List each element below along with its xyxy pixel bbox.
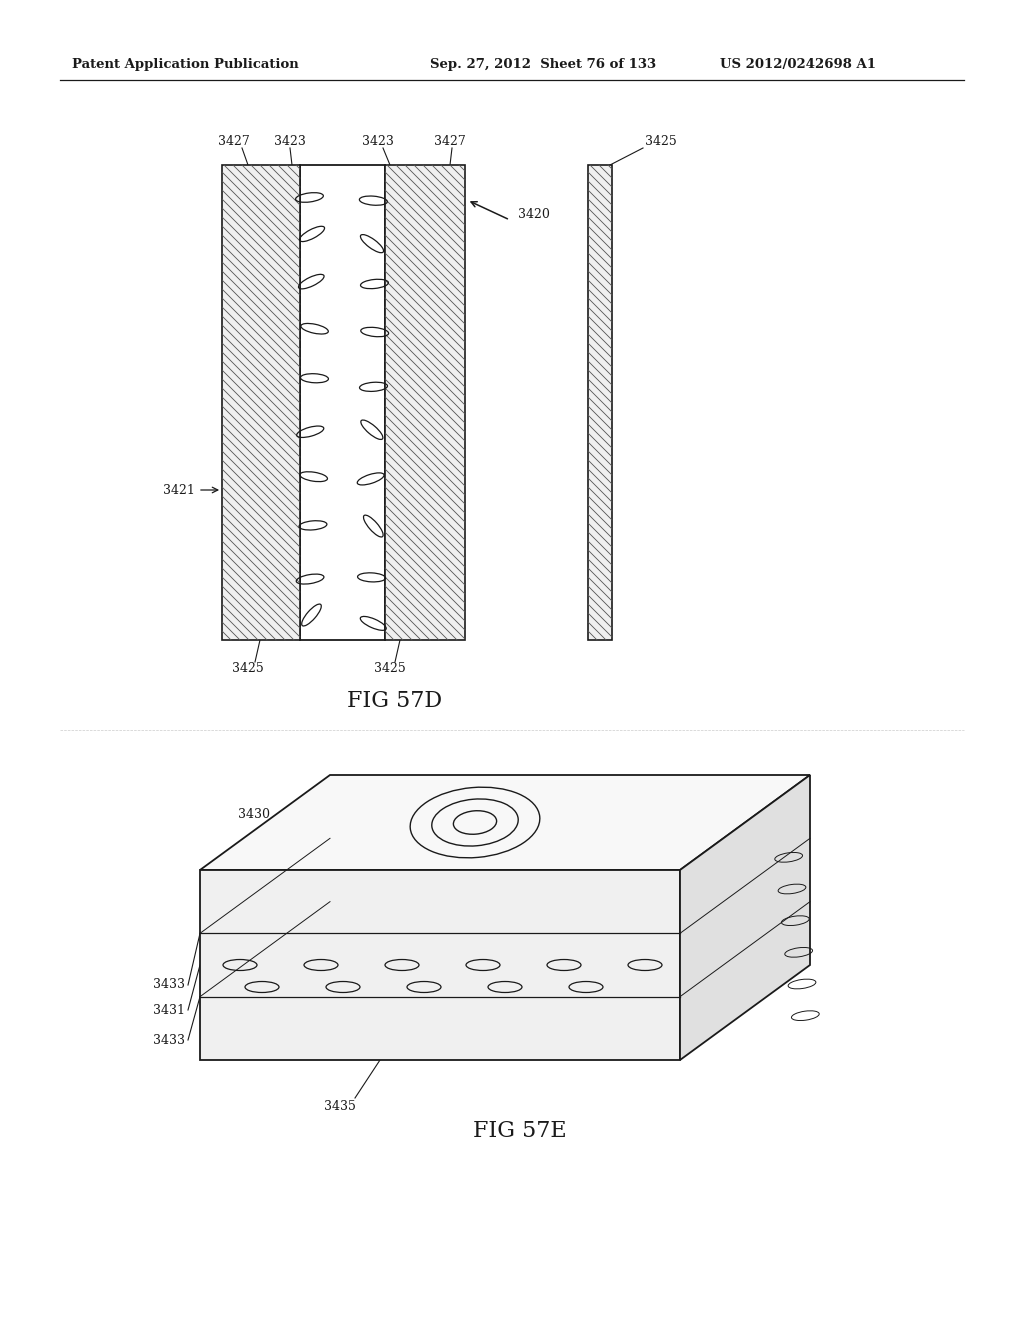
Polygon shape: [200, 775, 810, 870]
Polygon shape: [680, 775, 810, 1060]
Text: 3433: 3433: [153, 978, 185, 991]
Text: 3427: 3427: [434, 135, 466, 148]
Text: FIG 57D: FIG 57D: [347, 690, 442, 711]
Text: FIG 57E: FIG 57E: [473, 1119, 567, 1142]
Text: 3435: 3435: [324, 1100, 356, 1113]
Polygon shape: [300, 165, 385, 640]
Polygon shape: [588, 165, 612, 640]
Text: 3425: 3425: [645, 135, 677, 148]
Text: 3423: 3423: [274, 135, 306, 148]
Text: Patent Application Publication: Patent Application Publication: [72, 58, 299, 71]
Text: US 2012/0242698 A1: US 2012/0242698 A1: [720, 58, 876, 71]
Text: Sep. 27, 2012  Sheet 76 of 133: Sep. 27, 2012 Sheet 76 of 133: [430, 58, 656, 71]
Text: 3425: 3425: [232, 663, 264, 675]
Polygon shape: [222, 165, 300, 640]
Text: 3423: 3423: [362, 135, 394, 148]
Text: 3431: 3431: [153, 1003, 185, 1016]
Polygon shape: [200, 870, 680, 1060]
Text: 3427: 3427: [218, 135, 250, 148]
Text: 3425: 3425: [374, 663, 406, 675]
Text: 3420: 3420: [518, 209, 550, 222]
Text: 3433: 3433: [153, 1034, 185, 1047]
Text: 3430: 3430: [238, 808, 270, 821]
Text: 3437: 3437: [590, 784, 622, 796]
Text: 3421: 3421: [163, 483, 195, 496]
Polygon shape: [385, 165, 465, 640]
